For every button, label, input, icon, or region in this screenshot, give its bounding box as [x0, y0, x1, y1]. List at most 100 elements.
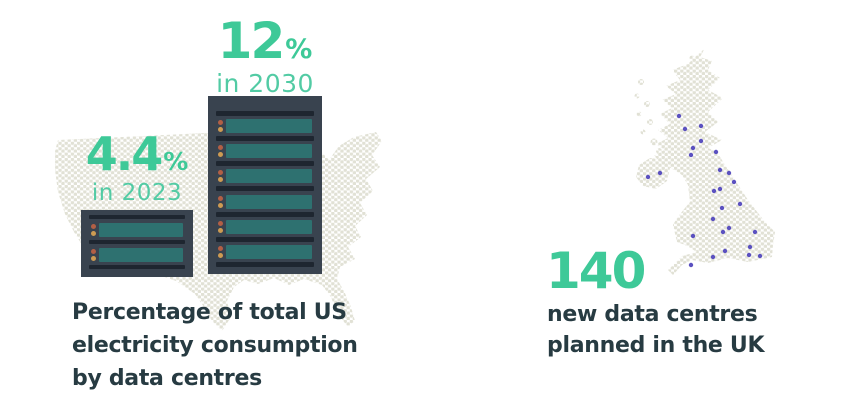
us-stat-2030: 12% in 2030 — [191, 16, 339, 98]
uk-stat-value: 140 — [546, 242, 646, 300]
data-centre-location-dot — [746, 252, 752, 258]
rack-divider-bar — [216, 211, 314, 217]
data-centre-location-dot — [710, 254, 716, 260]
led-indicator-red — [218, 120, 223, 126]
led-indicator-amber — [91, 230, 96, 236]
us-stat-2023-value: 4.4 — [85, 127, 163, 181]
data-centre-location-dot — [726, 170, 732, 176]
drive-bay — [99, 222, 183, 237]
uk-caption: new data centres planned in the UK — [547, 299, 765, 361]
led-indicator-amber — [218, 252, 223, 258]
drive-bay — [226, 194, 312, 209]
data-centre-location-dot — [717, 186, 723, 192]
uk-caption-line: planned in the UK — [547, 333, 765, 358]
server-slot — [215, 244, 315, 259]
data-centre-location-dot — [717, 167, 723, 173]
server-slot — [215, 194, 315, 209]
data-centre-location-dot — [688, 152, 694, 158]
us-stat-2030-year: in 2030 — [216, 69, 314, 98]
rack-divider-bar — [216, 136, 314, 142]
led-indicator-amber — [91, 255, 96, 261]
server-rack-2023 — [81, 210, 193, 277]
uk-caption-line: new data centres — [547, 302, 758, 327]
data-centre-location-dot — [722, 248, 728, 254]
data-centre-location-dot — [720, 229, 726, 235]
rack-divider-bar — [89, 215, 185, 219]
led-indicator-amber — [218, 227, 223, 233]
rack-divider-bar — [216, 111, 314, 116]
data-centre-location-dot — [752, 229, 758, 235]
data-centre-location-dot — [690, 233, 696, 239]
led-indicator-red — [218, 145, 223, 151]
us-stat-2023-year: in 2023 — [91, 180, 183, 206]
rack-divider-bar — [216, 186, 314, 192]
server-slot — [88, 222, 186, 237]
slot-led-group — [215, 120, 226, 133]
data-centre-location-dot — [682, 126, 688, 132]
drive-bay — [226, 144, 312, 159]
led-indicator-amber — [218, 152, 223, 158]
slot-led-group — [88, 248, 99, 261]
data-centre-location-dot — [690, 145, 696, 151]
uk-map-dots — [645, 113, 763, 268]
uk-silhouette — [634, 48, 775, 275]
data-centre-location-dot — [676, 113, 682, 119]
drive-bay — [226, 244, 312, 259]
slot-led-group — [215, 245, 226, 258]
us-stat-2030-unit: % — [285, 34, 313, 65]
slot-led-group — [215, 195, 226, 208]
northern-ireland — [636, 158, 670, 189]
data-centre-location-dot — [711, 188, 717, 194]
us-caption-line: by data centres — [72, 366, 262, 391]
slot-led-group — [215, 145, 226, 158]
data-centre-location-dot — [710, 216, 716, 222]
server-slot — [88, 247, 186, 262]
rack-divider-bar — [216, 236, 314, 242]
led-indicator-red — [91, 223, 96, 229]
us-stat-2030-numline: 12% — [191, 16, 339, 66]
led-indicator-red — [218, 245, 223, 251]
led-indicator-amber — [218, 202, 223, 208]
data-centre-location-dot — [645, 174, 651, 180]
led-indicator-amber — [218, 127, 223, 133]
server-slot — [215, 219, 315, 234]
us-stat-2023-numline: 4.4% — [63, 131, 211, 177]
rack-divider-bar — [216, 161, 314, 167]
us-stat-2023: 4.4% in 2023 — [63, 131, 211, 206]
rack-divider-bar — [89, 240, 185, 244]
rack-divider-bar — [89, 265, 185, 269]
led-indicator-red — [218, 170, 223, 176]
data-centre-location-dot — [757, 253, 763, 259]
drive-bay — [99, 247, 183, 262]
led-indicator-red — [218, 220, 223, 226]
slot-led-group — [215, 220, 226, 233]
data-centre-location-dot — [713, 149, 719, 155]
uk-map — [634, 48, 775, 275]
server-slot — [215, 144, 315, 159]
data-centre-location-dot — [698, 123, 704, 129]
rack-divider-bar — [216, 261, 314, 267]
led-indicator-amber — [218, 177, 223, 183]
data-centre-location-dot — [657, 170, 663, 176]
drive-bay — [226, 169, 312, 184]
server-slot — [215, 119, 315, 134]
uk-stat: 140 — [546, 242, 646, 300]
us-stat-2030-value: 12 — [217, 12, 286, 70]
data-centre-location-dot — [698, 138, 704, 144]
slot-led-group — [215, 170, 226, 183]
server-slot — [215, 169, 315, 184]
drive-bay — [226, 119, 312, 134]
data-centre-location-dot — [726, 225, 732, 231]
led-indicator-red — [91, 248, 96, 254]
us-caption-line: electricity consumption — [72, 333, 358, 358]
us-caption-line: Percentage of total US — [72, 300, 347, 325]
us-caption: Percentage of total US electricity consu… — [72, 296, 358, 395]
slot-led-group — [88, 223, 99, 236]
us-stat-2023-unit: % — [163, 147, 189, 176]
data-centre-location-dot — [731, 179, 737, 185]
data-centre-location-dot — [688, 262, 694, 268]
data-centre-location-dot — [737, 201, 743, 207]
led-indicator-red — [218, 195, 223, 201]
server-rack-2030 — [208, 96, 322, 274]
